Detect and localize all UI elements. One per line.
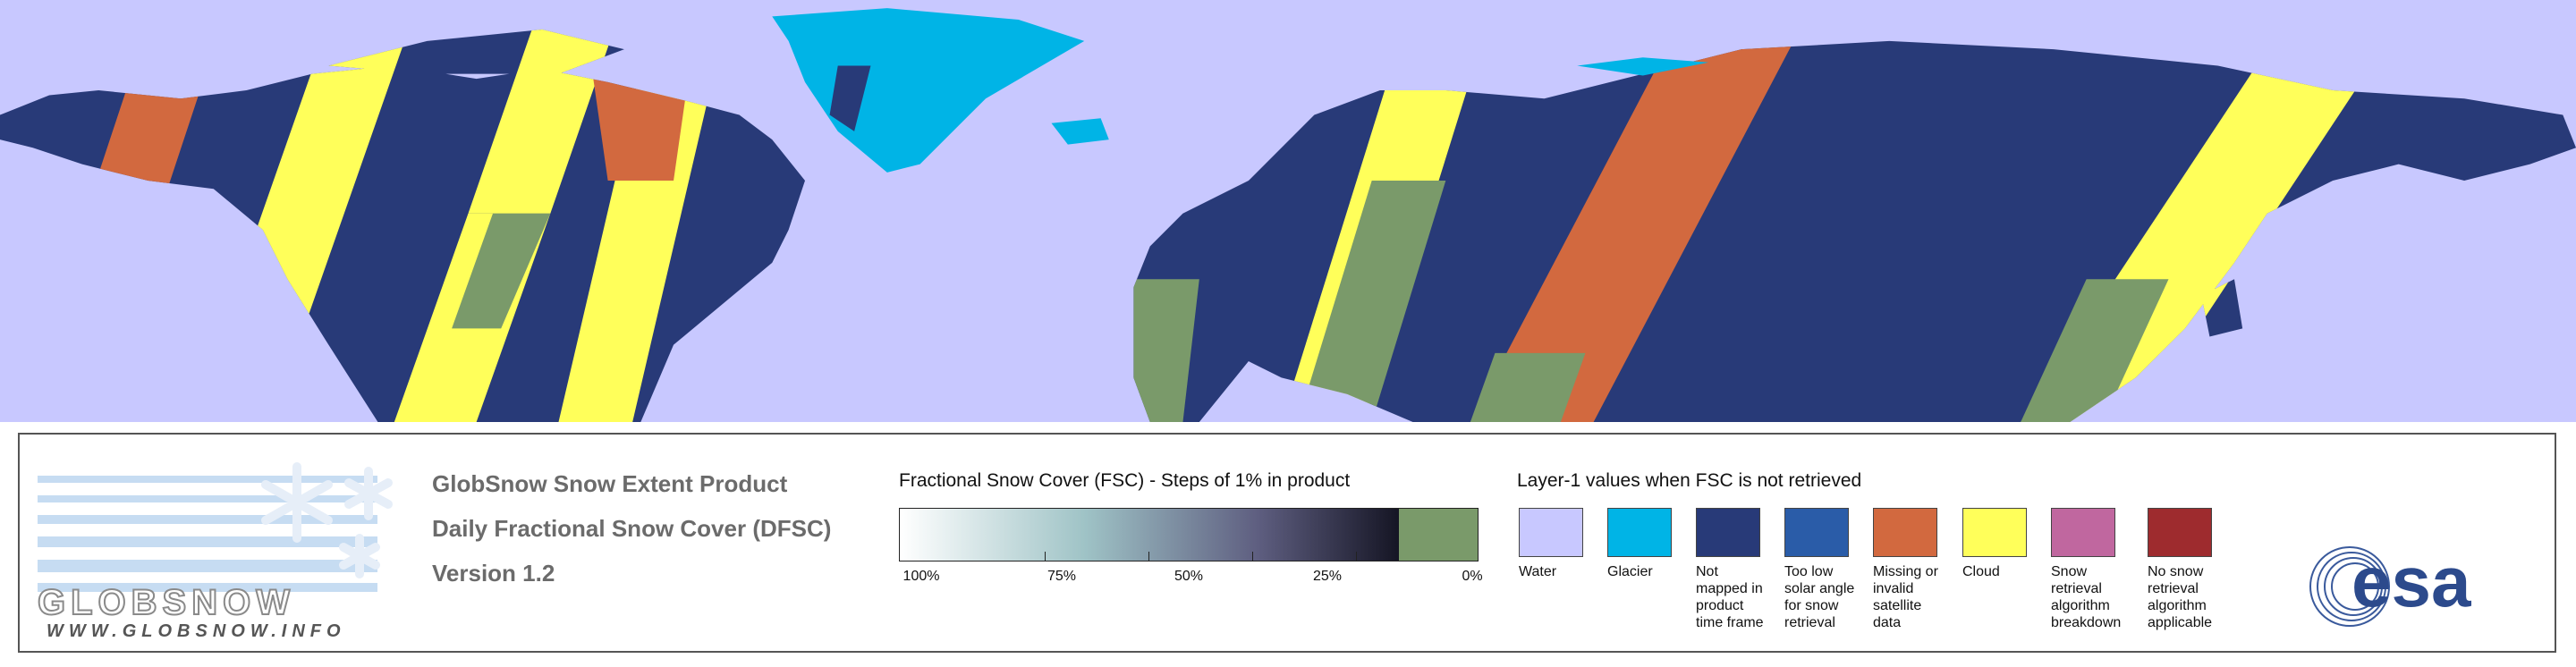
- legend-label: No snow retrieval algorithm applicable: [2148, 564, 2213, 630]
- legend-swatch: [1962, 508, 2027, 557]
- legend-swatch: [2148, 508, 2212, 557]
- greenland: [772, 8, 1085, 173]
- legend-label: Glacier: [1607, 564, 1653, 579]
- fsc-tick-label: 75%: [1046, 569, 1077, 584]
- fsc-title: Fractional Snow Cover (FSC) - Steps of 1…: [899, 470, 1351, 491]
- product-subtitle: Daily Fractional Snow Cover (DFSC): [432, 515, 832, 542]
- legend-label: Too low solar angle for snow retrieval: [1784, 564, 1855, 630]
- product-title: GlobSnow Snow Extent Product: [432, 470, 788, 497]
- legend-panel: GLOBSNOW WWW.GLOBSNOW.INFO GlobSnow Snow…: [18, 433, 2556, 653]
- greenland-edge: [829, 65, 871, 131]
- legend-label: Cloud: [1962, 564, 2000, 579]
- logo-url: WWW.GLOBSNOW.INFO: [47, 621, 346, 637]
- legend-swatch: [2051, 508, 2115, 557]
- fsc-tick-label: 25%: [1312, 569, 1343, 584]
- legend-label: Missing or invalid satellite data: [1873, 564, 1938, 630]
- legend-label: Water: [1519, 564, 1557, 579]
- fsc-tick-label: 50%: [1174, 569, 1204, 584]
- fsc-tick-label: 0%: [1462, 569, 1483, 584]
- layer1-title: Layer-1 values when FSC is not retrieved: [1517, 470, 1862, 491]
- legend-label: Snow retrieval algorithm breakdown: [2051, 564, 2122, 630]
- logo-name: GLOBSNOW: [38, 583, 295, 622]
- legend-swatch: [1873, 508, 1937, 557]
- fsc-tick-label: 100%: [902, 569, 940, 584]
- iceland: [1051, 118, 1109, 145]
- esa-text: esa: [2351, 542, 2471, 621]
- fsc-colorbar: [899, 508, 1479, 561]
- arctic-ice: [1577, 57, 1709, 76]
- legend-swatch: [1784, 508, 1849, 557]
- product-version: Version 1.2: [432, 560, 555, 587]
- globsnow-logo: GLOBSNOW WWW.GLOBSNOW.INFO: [38, 462, 393, 637]
- legend-label: Not mapped in product time frame: [1696, 564, 1764, 630]
- legend-swatch: [1607, 508, 1672, 557]
- esa-logo: esa: [2309, 542, 2471, 627]
- legend-swatch: [1696, 508, 1760, 557]
- snow-map: [0, 0, 2576, 422]
- legend-swatch: [1519, 508, 1583, 557]
